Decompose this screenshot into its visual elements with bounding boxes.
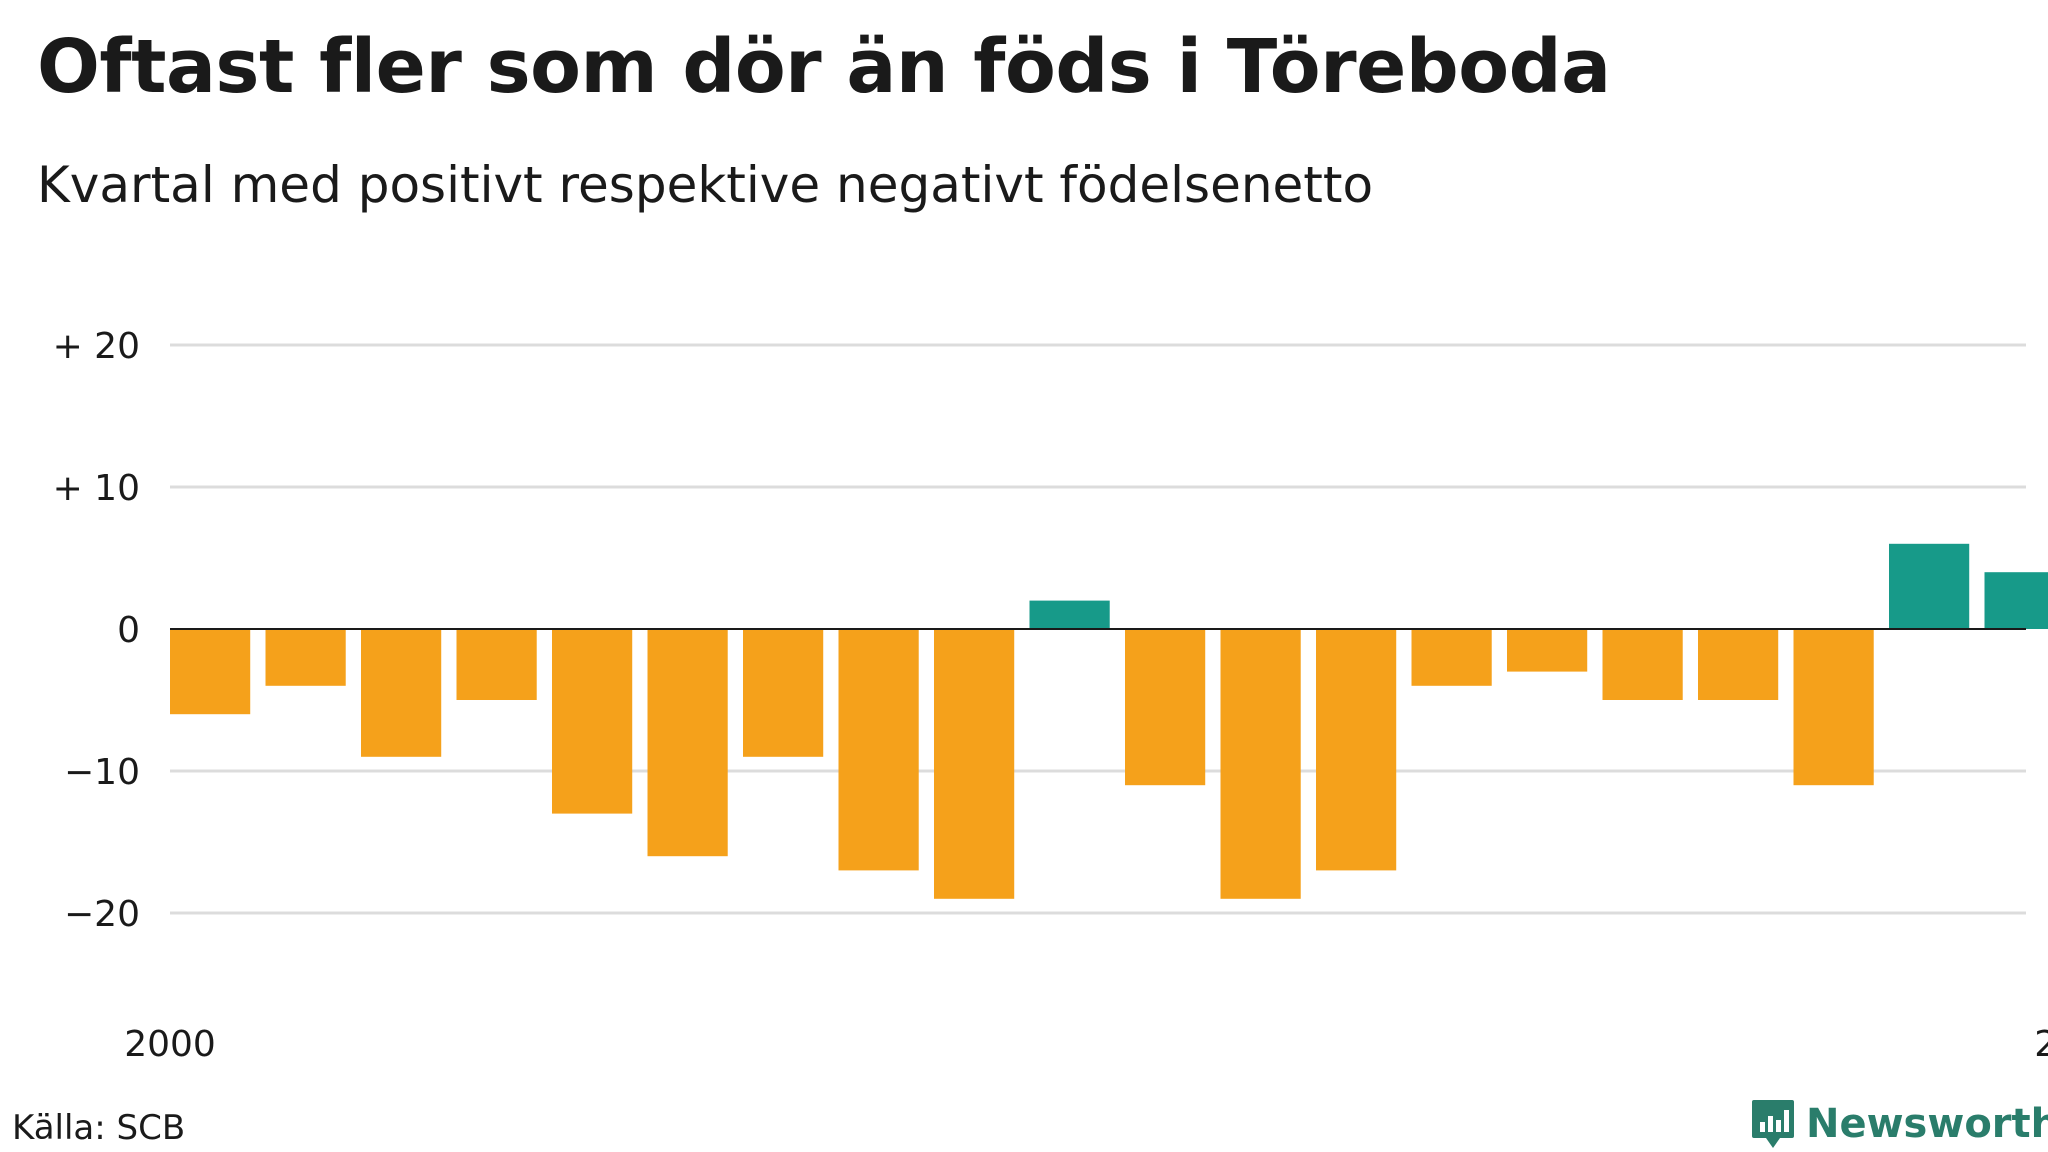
bar [838,629,919,871]
bar [1507,629,1588,672]
y-tick-label: −20 [64,894,140,935]
bar-chart: + 20+ 100−10−20 20002005201020152020 [53,326,2048,1065]
brand-name: Newsworthy [1806,1101,2048,1147]
bar [456,629,537,700]
x-tick-label: 2005 [2034,1024,2048,1065]
bar [1793,629,1874,786]
bar [1411,629,1492,686]
bar [361,629,442,757]
bar [1029,600,1110,629]
bar [1698,629,1779,700]
brand-logo: Newsworthy [1750,1098,2048,1150]
bar [934,629,1015,899]
gridlines [170,343,2026,915]
y-axis-labels: + 20 + 10 0 −10 −20 [53,326,140,935]
y-tick-label: 0 [117,610,140,651]
bar [1316,629,1397,871]
bar [647,629,728,857]
x-tick-label: 2000 [124,1024,216,1065]
bars [170,543,2048,899]
chart-title: Oftast fler som dör än föds i Töreboda [37,24,1611,110]
bar [265,629,346,686]
bar [1889,543,1970,629]
bar [170,629,251,715]
x-axis-labels: 20002005201020152020 [124,1024,2048,1065]
bar [1984,572,2048,629]
bar [1125,629,1206,786]
source-note: Källa: SCB [12,1108,186,1148]
y-tick-label: −10 [64,752,140,793]
y-tick-label: + 20 [53,326,140,367]
y-tick-label: + 10 [53,468,140,509]
chart-subtitle: Kvartal med positivt respektive negativt… [37,156,1374,214]
bar [1220,629,1301,899]
bar [743,629,824,757]
bar [552,629,633,814]
bar [1602,629,1683,700]
newsworthy-logo-icon [1752,1100,1794,1148]
